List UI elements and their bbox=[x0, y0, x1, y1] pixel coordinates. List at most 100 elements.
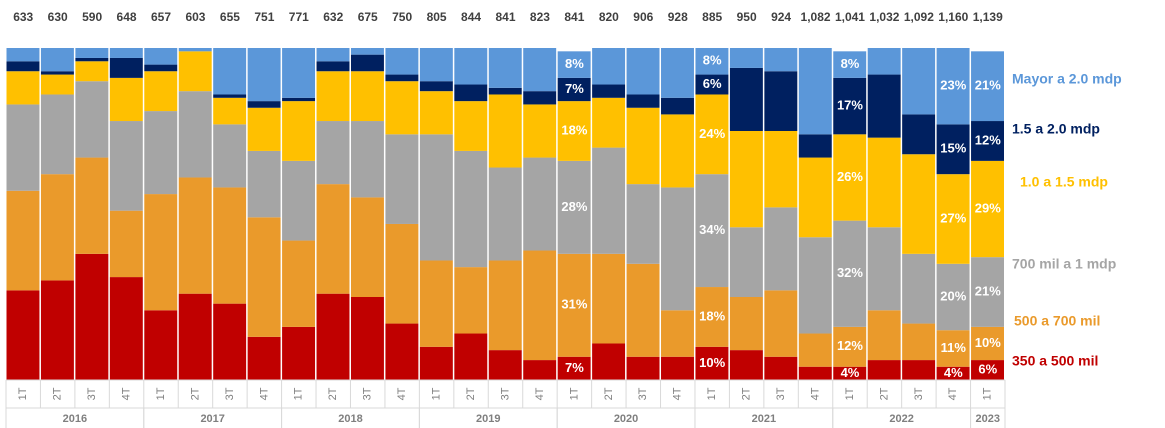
legend-label: 1.0 a 1.5 mdp bbox=[1020, 174, 1108, 190]
bar-segment bbox=[798, 48, 832, 135]
x-tick-label: 2T bbox=[878, 387, 890, 400]
data-label: 15% bbox=[940, 141, 966, 156]
x-tick-label: 2T bbox=[52, 387, 64, 400]
bar-segment bbox=[798, 157, 832, 238]
bar-segment bbox=[350, 297, 384, 380]
bar-segment bbox=[213, 187, 247, 304]
bar-segment bbox=[626, 356, 660, 380]
bar-segment bbox=[350, 197, 384, 297]
x-tick-label: 1T bbox=[155, 387, 167, 400]
bar-segment bbox=[282, 48, 316, 98]
bar-segment bbox=[971, 326, 1004, 361]
x-tick-label: 4T bbox=[120, 387, 132, 400]
bar-segment bbox=[109, 48, 143, 58]
bar-segment bbox=[385, 48, 419, 75]
bar-segment bbox=[109, 277, 143, 380]
bar-segment bbox=[419, 134, 453, 261]
bar-segment bbox=[350, 54, 384, 72]
x-tick-label: 4T bbox=[396, 387, 408, 400]
total-label: 820 bbox=[599, 10, 619, 24]
total-label: 1,160 bbox=[938, 10, 968, 24]
total-label: 823 bbox=[530, 10, 550, 24]
bar-segment bbox=[282, 97, 316, 102]
bar-segment bbox=[144, 310, 178, 380]
data-label: 27% bbox=[940, 210, 966, 225]
bar-segment bbox=[454, 267, 488, 334]
bar-segment bbox=[488, 350, 522, 380]
bar-segment bbox=[454, 150, 488, 268]
bar-segment bbox=[661, 356, 694, 380]
total-label: 924 bbox=[771, 10, 791, 24]
bar-segment bbox=[350, 48, 384, 55]
bar-segment bbox=[729, 131, 763, 228]
data-label: 4% bbox=[841, 365, 860, 380]
bar-segment bbox=[523, 48, 557, 92]
bar-segment bbox=[661, 310, 694, 357]
data-label: 7% bbox=[565, 360, 584, 375]
data-label: 26% bbox=[837, 169, 863, 184]
legend-label: 700 mil a 1 mdp bbox=[1012, 256, 1116, 272]
bar-segment bbox=[75, 81, 109, 158]
bar-segment bbox=[936, 263, 970, 331]
bar-segment bbox=[557, 77, 591, 102]
bar-segment bbox=[6, 61, 40, 72]
bar-segment bbox=[385, 74, 419, 82]
data-label: 6% bbox=[978, 361, 997, 376]
bar-segment bbox=[867, 310, 901, 361]
bar-segment bbox=[350, 71, 384, 122]
data-label: 11% bbox=[941, 340, 967, 355]
bar-segment bbox=[6, 71, 40, 105]
bar-segment bbox=[213, 94, 247, 98]
bar-segment bbox=[6, 48, 40, 62]
bar-segment bbox=[109, 77, 143, 122]
bar-segment bbox=[488, 48, 522, 88]
data-label: 18% bbox=[561, 122, 587, 137]
bar-segment bbox=[247, 150, 281, 218]
bar-segment bbox=[661, 187, 694, 311]
bar-segment bbox=[282, 326, 316, 380]
data-label: 21% bbox=[975, 283, 1001, 298]
bar-segment bbox=[833, 51, 867, 78]
bar-segment bbox=[109, 57, 143, 78]
x-tick-label: 3T bbox=[775, 387, 787, 400]
x-tick-label: 4T bbox=[672, 387, 684, 400]
data-label: 29% bbox=[975, 200, 1001, 215]
x-tick-label: 1T bbox=[844, 387, 856, 400]
bar-segment bbox=[764, 131, 798, 208]
x-tick-label: 1T bbox=[568, 387, 580, 400]
bar-segment bbox=[488, 94, 522, 168]
bar-segment bbox=[454, 48, 488, 85]
total-label: 603 bbox=[185, 10, 205, 24]
x-tick-label: 1T bbox=[706, 387, 718, 400]
total-label: 950 bbox=[737, 10, 757, 24]
bar-segment bbox=[488, 87, 522, 95]
bar-segment bbox=[523, 157, 557, 251]
total-label: 841 bbox=[495, 10, 515, 24]
bar-segment bbox=[902, 323, 936, 361]
data-label: 10% bbox=[975, 335, 1001, 350]
total-label: 885 bbox=[702, 10, 722, 24]
data-label: 34% bbox=[699, 222, 725, 237]
bar-segment bbox=[75, 61, 109, 82]
bar-segment bbox=[213, 124, 247, 188]
group-label: 2019 bbox=[476, 413, 500, 425]
bar-segment bbox=[695, 74, 729, 95]
total-label: 1,082 bbox=[801, 10, 831, 24]
bar-segment bbox=[936, 174, 970, 264]
bar-segment bbox=[40, 280, 74, 380]
legend-label: 350 a 500 mil bbox=[1012, 353, 1098, 369]
bar-segment bbox=[695, 287, 729, 347]
bar-segment bbox=[971, 121, 1004, 161]
total-label: 771 bbox=[289, 10, 309, 24]
bar-segment bbox=[936, 366, 970, 380]
bar-segment bbox=[833, 134, 867, 221]
bar-segment bbox=[729, 67, 763, 131]
total-label: 632 bbox=[323, 10, 343, 24]
bar-segment bbox=[764, 290, 798, 357]
legend-label: Mayor a 2.0 mdp bbox=[1012, 71, 1122, 87]
bar-segment bbox=[833, 220, 867, 327]
bar-segment bbox=[557, 51, 591, 78]
bar-segment bbox=[454, 333, 488, 380]
bar-segment bbox=[902, 48, 936, 115]
bar-segment bbox=[557, 160, 591, 254]
